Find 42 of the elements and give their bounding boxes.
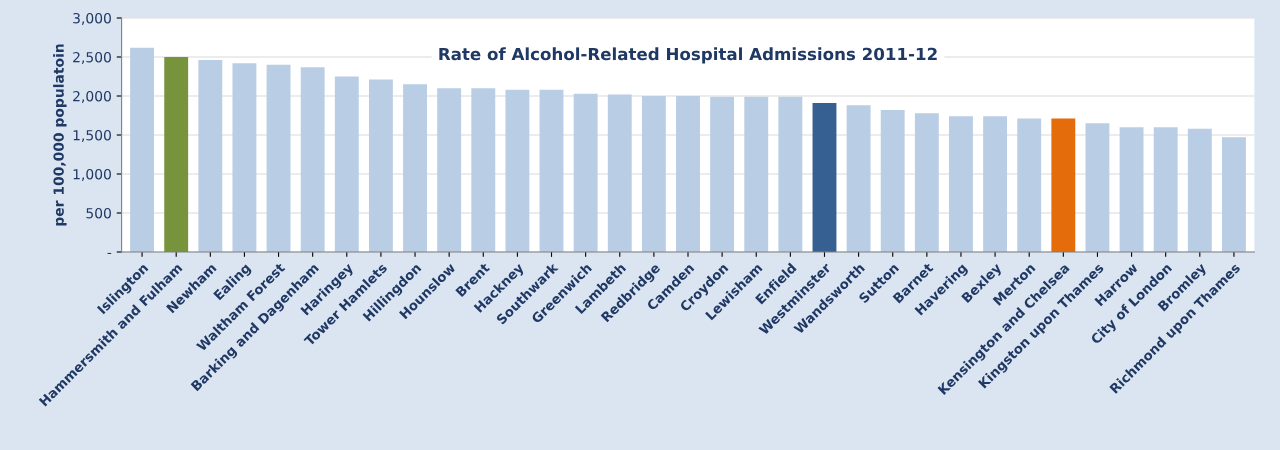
bar xyxy=(983,116,1008,252)
y-tick-label: 2,500 xyxy=(73,51,111,64)
bar xyxy=(471,88,496,252)
bar xyxy=(232,63,257,252)
bar xyxy=(812,103,837,252)
bar xyxy=(914,113,939,252)
bar xyxy=(334,76,359,252)
bar xyxy=(1187,128,1212,252)
bar xyxy=(1017,118,1042,252)
y-tick-label: 3,000 xyxy=(73,12,111,25)
bar xyxy=(1119,127,1144,252)
bar xyxy=(266,64,291,252)
y-axis-title: per 100,000 populatoin xyxy=(53,44,67,226)
bar xyxy=(1051,118,1076,252)
bar xyxy=(676,96,700,252)
y-tick-label: - xyxy=(107,252,112,255)
bar xyxy=(1153,127,1178,252)
bar xyxy=(1085,123,1110,252)
bar xyxy=(505,89,530,252)
y-tick-label: 2,000 xyxy=(73,90,111,103)
bar xyxy=(130,47,155,252)
bar xyxy=(198,60,223,252)
y-tick-label: 1,500 xyxy=(73,129,111,142)
bar xyxy=(300,67,325,252)
bar xyxy=(778,96,803,252)
y-tick-label: 500 xyxy=(86,207,111,219)
bar xyxy=(1221,137,1246,252)
bar xyxy=(880,110,905,252)
y-tick-label: 1,000 xyxy=(73,168,111,181)
bar xyxy=(164,57,189,252)
bar xyxy=(539,89,564,252)
bar xyxy=(403,84,427,252)
bar xyxy=(573,93,598,252)
bar xyxy=(710,96,735,252)
bar xyxy=(949,116,973,252)
bar xyxy=(846,105,871,252)
bar xyxy=(744,96,769,252)
bar xyxy=(437,88,462,252)
bar xyxy=(607,94,632,252)
bar xyxy=(368,79,393,252)
bar xyxy=(641,96,666,252)
text: Rate of Alcohol-Related Hospital Admissions 2011-12 xyxy=(439,47,937,64)
